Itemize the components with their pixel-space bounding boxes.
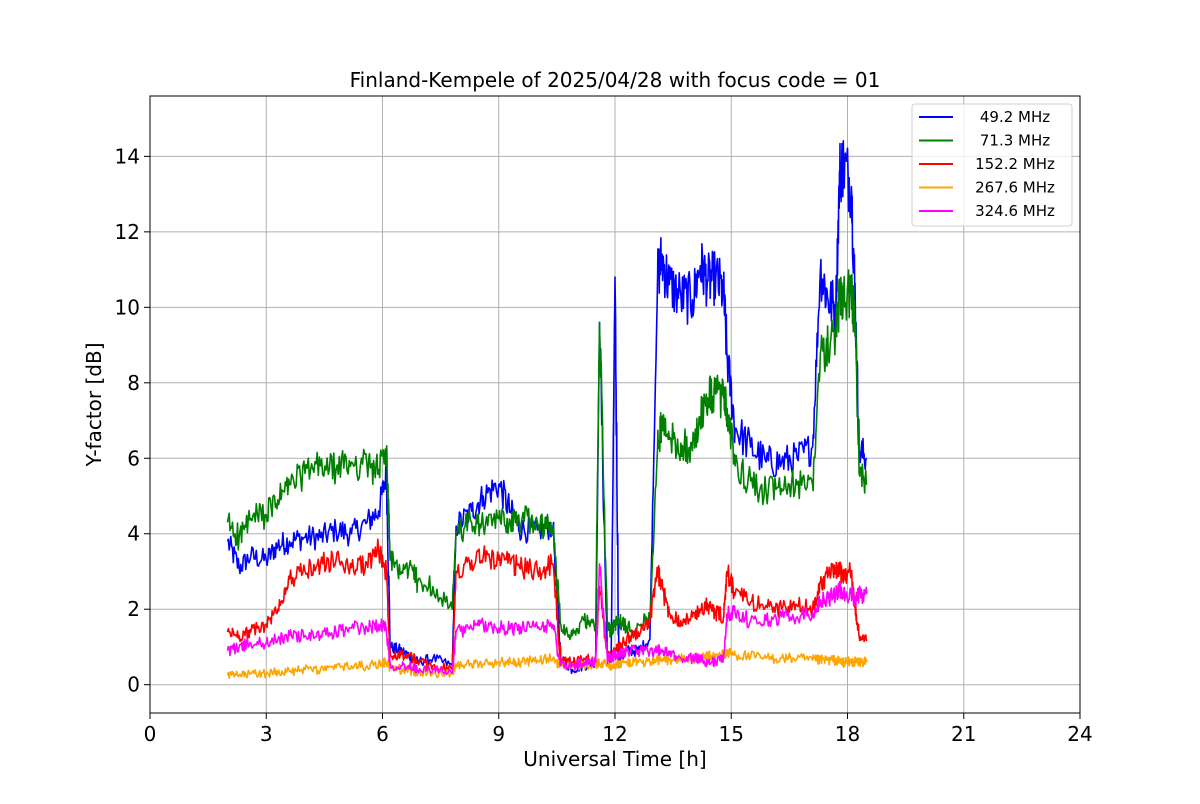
legend: 49.2 MHz 71.3 MHz 152.2 MHz 267.6 MHz 324.6… xyxy=(911,103,1073,227)
legend-box xyxy=(911,103,1073,227)
y-axis-ticks: 0 2 4 6 8 10 12 14 xyxy=(115,144,150,697)
x-axis-ticks: 0 3 6 9 12 15 18 21 24 xyxy=(144,713,1093,746)
series-line xyxy=(226,563,868,676)
legend-label: 267.6 MHz xyxy=(975,179,1055,197)
x-tick-label: 15 xyxy=(719,722,744,746)
y-tick-label: 8 xyxy=(127,371,140,395)
y-tick-label: 10 xyxy=(115,295,140,319)
y-tick-label: 0 xyxy=(127,673,140,697)
x-tick-label: 24 xyxy=(1067,722,1092,746)
legend-label: 152.2 MHz xyxy=(975,155,1055,173)
x-tick-label: 21 xyxy=(951,722,976,746)
x-tick-label: 0 xyxy=(144,722,157,746)
x-tick-label: 9 xyxy=(492,722,505,746)
legend-label: 49.2 MHz xyxy=(980,108,1050,126)
series-line xyxy=(226,269,868,641)
x-tick-label: 18 xyxy=(835,722,860,746)
chart-title: Finland-Kempele of 2025/04/28 with focus… xyxy=(350,68,881,92)
y-tick-label: 6 xyxy=(127,446,140,470)
y-tick-label: 2 xyxy=(127,597,140,621)
series-line xyxy=(226,647,868,680)
series-lines xyxy=(226,140,868,680)
x-tick-label: 3 xyxy=(260,722,273,746)
legend-label: 324.6 MHz xyxy=(975,202,1055,220)
legend-label: 71.3 MHz xyxy=(980,132,1050,150)
y-tick-label: 12 xyxy=(115,220,140,244)
x-tick-label: 12 xyxy=(602,722,627,746)
x-axis-label: Universal Time [h] xyxy=(523,747,706,771)
series-line xyxy=(226,140,868,675)
y-tick-label: 14 xyxy=(115,144,140,168)
y-tick-label: 4 xyxy=(127,522,140,546)
x-tick-label: 6 xyxy=(376,722,389,746)
y-axis-label: Y-factor [dB] xyxy=(82,342,106,467)
